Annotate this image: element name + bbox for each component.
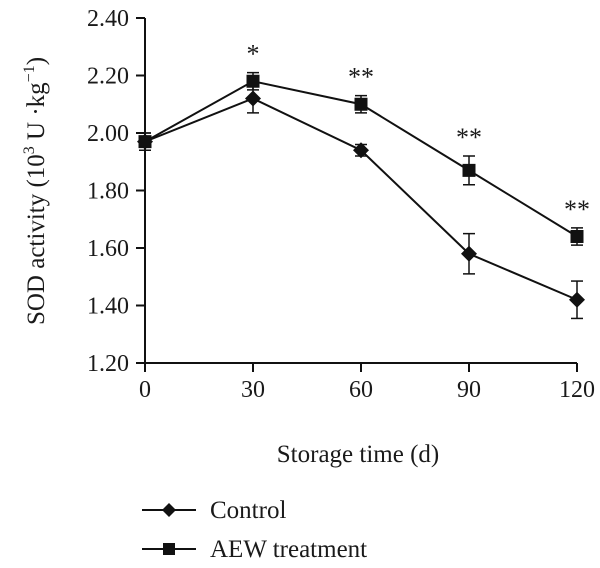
x-tick-label: 90 bbox=[457, 377, 481, 403]
y-axis-title-sup2: −1 bbox=[21, 65, 38, 82]
significance-layer: ******* bbox=[247, 40, 591, 224]
y-tick-label: 2.20 bbox=[87, 64, 129, 90]
data-point-square bbox=[354, 97, 368, 111]
data-point-square bbox=[246, 74, 260, 88]
y-axis-title-mid: U ·kg bbox=[23, 82, 50, 146]
data-point-diamond bbox=[461, 245, 477, 262]
legend-entry-control: Control bbox=[142, 497, 286, 524]
x-axis-title: Storage time (d) bbox=[277, 441, 439, 468]
y-axis-title-main: SOD activity (10 bbox=[23, 154, 50, 325]
significance-marker: ** bbox=[456, 123, 482, 152]
x-tick-label: 120 bbox=[559, 377, 595, 403]
data-point-square bbox=[570, 230, 584, 243]
y-tick-label: 2.00 bbox=[87, 121, 129, 147]
legend-entry-aew: AEW treatment bbox=[142, 536, 367, 563]
significance-marker: * bbox=[247, 40, 260, 69]
y-axis-title: SOD activity (103 U ·kg−1) bbox=[21, 57, 50, 325]
legend-label-aew: AEW treatment bbox=[210, 536, 367, 563]
data-point-square bbox=[462, 163, 476, 177]
y-axis-title-end: ) bbox=[23, 57, 50, 65]
x-tick-label: 60 bbox=[349, 377, 373, 403]
y-tick-label: 1.40 bbox=[87, 294, 129, 320]
data-point-square bbox=[138, 135, 152, 149]
data-point-diamond bbox=[245, 90, 261, 107]
legend-label-control: Control bbox=[210, 497, 286, 524]
legend: Control AEW treatment bbox=[142, 497, 367, 563]
legend-marker-square bbox=[163, 543, 175, 555]
significance-marker: ** bbox=[564, 195, 590, 224]
y-tick-label: 2.40 bbox=[87, 6, 129, 32]
axes: 1.20 1.40 1.60 1.80 2.00 2.20 2.40 0 30 60 90 120 bbox=[87, 6, 595, 403]
series-layer bbox=[137, 71, 585, 320]
y-axis-title-sup1: 3 bbox=[21, 146, 38, 154]
y-tick-label: 1.20 bbox=[87, 351, 129, 377]
x-tick-label: 30 bbox=[241, 377, 265, 403]
data-point-diamond bbox=[353, 142, 369, 159]
series-line bbox=[144, 97, 578, 301]
data-point-diamond bbox=[569, 291, 585, 308]
y-tick-label: 1.80 bbox=[87, 179, 129, 205]
y-tick-label: 1.60 bbox=[87, 236, 129, 262]
x-tick-label: 0 bbox=[139, 377, 151, 403]
legend-marker-diamond bbox=[162, 503, 176, 517]
significance-marker: ** bbox=[348, 63, 374, 92]
series-aew-treatment bbox=[138, 71, 584, 246]
